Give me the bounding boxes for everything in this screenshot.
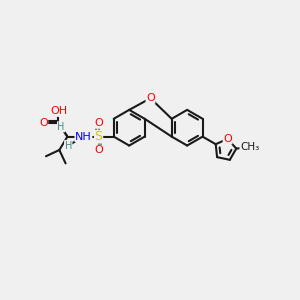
Text: O: O bbox=[39, 118, 48, 128]
Text: OH: OH bbox=[50, 106, 67, 116]
Text: H: H bbox=[64, 140, 72, 151]
Text: O: O bbox=[94, 118, 103, 128]
Text: S: S bbox=[94, 130, 103, 143]
Text: O: O bbox=[146, 93, 155, 103]
Text: CH₃: CH₃ bbox=[240, 142, 259, 152]
Text: NH: NH bbox=[75, 132, 92, 142]
Text: O: O bbox=[94, 145, 103, 155]
Text: H: H bbox=[58, 122, 65, 132]
Text: O: O bbox=[223, 134, 232, 144]
